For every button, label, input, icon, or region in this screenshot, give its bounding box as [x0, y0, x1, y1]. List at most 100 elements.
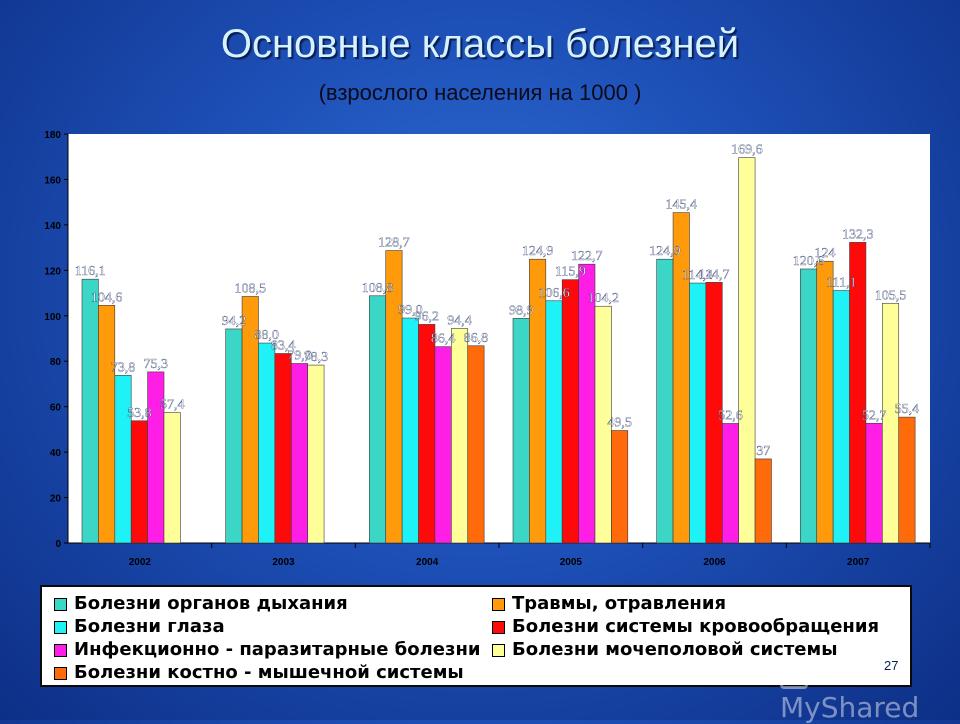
- bar: [98, 305, 116, 544]
- bar: [849, 242, 867, 544]
- bar: [800, 268, 818, 544]
- data-label: 55,4: [895, 402, 920, 417]
- bar: [290, 363, 308, 544]
- data-label: 104,2: [587, 291, 619, 306]
- legend-label: Болезни мочеполовой системы: [512, 639, 838, 660]
- data-label: 105,5: [875, 288, 907, 303]
- data-label: 86,8: [464, 331, 489, 346]
- data-label: 73,8: [111, 360, 136, 375]
- plot-area: [68, 134, 930, 543]
- data-label: 98,9: [509, 303, 534, 318]
- bar: [529, 258, 547, 544]
- data-label: 132,3: [842, 227, 874, 242]
- legend-swatch: [492, 644, 505, 657]
- bar: [705, 282, 723, 544]
- data-label: 124,9: [649, 244, 681, 259]
- data-label: 99,0: [398, 303, 423, 318]
- data-label: 52,6: [718, 408, 743, 423]
- data-label: 111,1: [826, 276, 856, 291]
- y-tick-label: 140: [44, 221, 61, 232]
- y-tick-label: 180: [44, 130, 61, 141]
- y-tick-label: 20: [50, 494, 62, 505]
- legend-swatch: [54, 598, 67, 611]
- bar: [721, 423, 739, 544]
- x-tick-label: 2003: [272, 557, 295, 568]
- data-label: 96,2: [414, 309, 439, 324]
- bar: [81, 278, 99, 544]
- x-tick-label: 2002: [129, 557, 152, 568]
- data-label: 88,0: [254, 328, 279, 343]
- x-tick-label: 2006: [703, 557, 726, 568]
- data-label: 124: [814, 246, 835, 261]
- bar-chart: 0 20 40 60 80 100 120 140 160 180 2002 2003 2004 2005…: [44, 130, 931, 568]
- bar: [816, 260, 834, 544]
- data-label: 108,8: [362, 281, 394, 296]
- data-label: 94,2: [222, 314, 247, 329]
- bar: [418, 324, 436, 544]
- data-label: 120,6: [793, 254, 825, 269]
- data-label: 79,0: [287, 348, 312, 363]
- legend-swatch: [54, 644, 67, 657]
- data-label: 124,9: [522, 244, 554, 259]
- watermark: MyShared: [780, 658, 940, 724]
- data-label: 86,4: [431, 332, 456, 347]
- bar: [754, 458, 772, 544]
- data-label: 114,7: [699, 267, 730, 282]
- bar: [865, 422, 883, 544]
- chart-legend: Болезни органов дыхания Травмы, отравлени…: [40, 585, 912, 687]
- data-label: 78,3: [304, 350, 329, 365]
- slide-subtitle: (взрослого населения на 1000 ): [318, 80, 642, 105]
- data-label: 108,5: [235, 281, 267, 296]
- bar: [163, 412, 181, 544]
- data-label: 145,4: [666, 198, 698, 213]
- legend-label: Болезни системы кровообращения: [512, 616, 880, 637]
- data-label: 53,8: [127, 406, 152, 421]
- legend-label: Травмы, отравления: [512, 593, 727, 614]
- bar: [832, 290, 850, 544]
- legend-label: Болезни глаза: [74, 616, 225, 637]
- bar: [369, 295, 387, 544]
- y-tick-label: 100: [44, 312, 61, 323]
- watermark-text: MyShared: [780, 691, 920, 724]
- data-label: 128,7: [378, 236, 410, 251]
- bar: [467, 345, 485, 544]
- x-tick-label: 2005: [560, 557, 583, 568]
- legend-label: Болезни костно - мышечной системы: [74, 662, 464, 683]
- y-tick-label: 60: [50, 403, 62, 414]
- bar: [401, 317, 419, 544]
- data-label: 122,7: [571, 249, 603, 264]
- bar: [307, 364, 325, 544]
- x-tick-label: 2007: [847, 557, 870, 568]
- legend-label: Инфекционно - паразитарные болезни: [74, 639, 481, 660]
- page-number: 27: [884, 658, 899, 673]
- watermark-logo-icon: [780, 663, 808, 689]
- data-label: 49,5: [607, 416, 632, 431]
- bar: [611, 430, 629, 544]
- y-tick-label: 0: [55, 539, 61, 550]
- data-label: 114,4: [682, 268, 713, 283]
- bar: [114, 375, 132, 544]
- y-tick-label: 120: [44, 266, 61, 277]
- bar: [898, 416, 916, 544]
- data-label: 169,6: [731, 143, 763, 158]
- bar: [451, 328, 469, 544]
- bar: [434, 346, 452, 544]
- data-label: 75,3: [144, 357, 169, 372]
- legend-swatch: [492, 621, 505, 634]
- legend-swatch: [492, 598, 505, 611]
- bar: [689, 282, 707, 544]
- data-label: 116,1: [75, 264, 106, 279]
- y-tick-label: 160: [44, 175, 61, 186]
- bar: [738, 157, 756, 544]
- y-tick-label: 40: [50, 448, 62, 459]
- bar: [130, 420, 148, 544]
- data-label: 94,4: [447, 314, 472, 329]
- bar: [545, 300, 563, 544]
- bar: [656, 258, 674, 544]
- y-tick-label: 80: [50, 357, 62, 368]
- bar: [512, 317, 530, 544]
- data-label: 83,4: [271, 338, 296, 353]
- bar: [594, 305, 612, 544]
- legend-label: Болезни органов дыхания: [74, 593, 348, 614]
- bar: [258, 342, 276, 544]
